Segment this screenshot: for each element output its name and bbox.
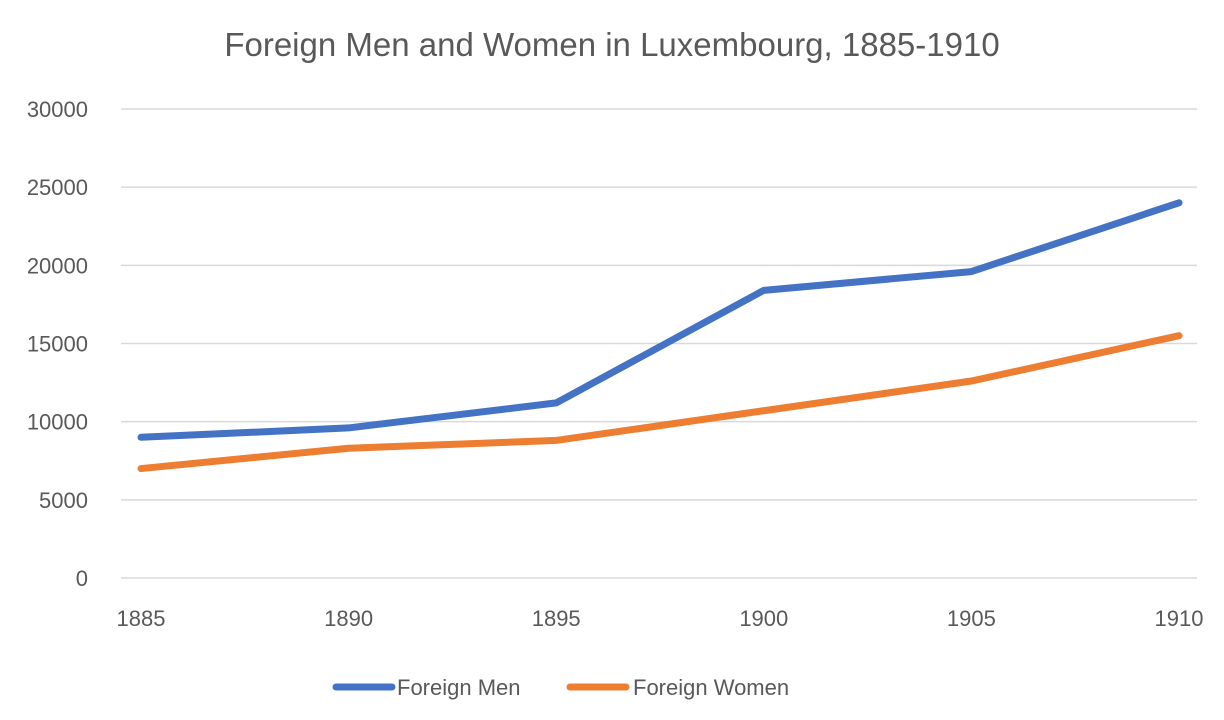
legend-label: Foreign Men — [397, 675, 521, 700]
y-tick-label: 30000 — [27, 97, 88, 122]
legend-label: Foreign Women — [633, 675, 789, 700]
legend-item-foreign-women: Foreign Women — [566, 675, 789, 700]
series-line-foreign-men — [137, 199, 1183, 441]
y-tick-label: 15000 — [27, 332, 88, 357]
series-line-foreign-women — [137, 332, 1183, 473]
y-tick-label: 10000 — [27, 410, 88, 435]
x-tick-label: 1905 — [947, 606, 996, 631]
x-tick-label: 1910 — [1155, 606, 1204, 631]
x-axis-labels: 1885 1890 1895 1900 1905 1910 — [117, 606, 1204, 631]
y-tick-label: 5000 — [39, 488, 88, 513]
gridlines — [121, 108, 1197, 579]
x-tick-label: 1900 — [739, 606, 788, 631]
y-tick-label: 20000 — [27, 253, 88, 278]
y-tick-label: 25000 — [27, 175, 88, 200]
legend: Foreign Men Foreign Women — [332, 675, 789, 700]
chart-title: Foreign Men and Women in Luxembourg, 188… — [224, 26, 999, 63]
data-series — [137, 199, 1183, 473]
x-tick-label: 1895 — [532, 606, 581, 631]
legend-item-foreign-men: Foreign Men — [332, 675, 521, 700]
x-tick-label: 1885 — [117, 606, 166, 631]
y-tick-label: 0 — [76, 566, 88, 591]
x-tick-label: 1890 — [324, 606, 373, 631]
y-axis-labels: 0 5000 10000 15000 20000 25000 30000 — [27, 97, 88, 591]
